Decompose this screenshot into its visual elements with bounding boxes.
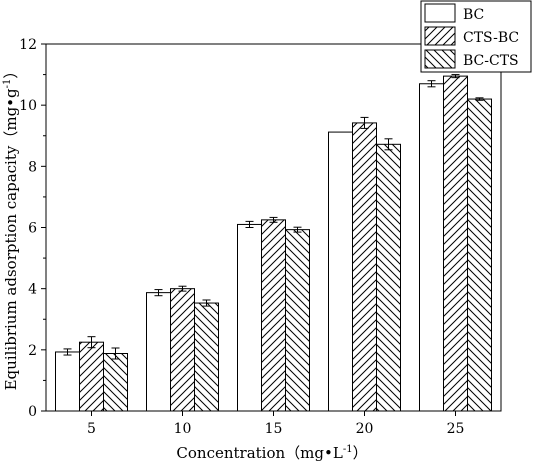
- bar-bc: [55, 351, 80, 412]
- x-axis-title: Concentration（mg•L-1）: [176, 444, 367, 462]
- plot-frame: [45, 43, 502, 412]
- y-axis-title: Equilibrium adsorption capacity（mg•g-1）: [2, 64, 20, 391]
- bar-bc: [328, 131, 353, 412]
- bar-cts-bc: [170, 288, 195, 412]
- y-tick-label: 8: [28, 159, 37, 175]
- y-tick-label: 10: [19, 98, 37, 114]
- bar-cts-bc: [352, 122, 377, 412]
- legend-swatch-bc: [424, 3, 456, 23]
- x-tick-label: 15: [265, 421, 283, 437]
- y-tick-label: 12: [19, 37, 37, 53]
- bar-bc-cts: [285, 229, 310, 412]
- legend-swatch-bc-cts: [424, 49, 456, 69]
- legend-label-bc: BC: [463, 7, 484, 23]
- legend-swatch-cts-bc: [424, 26, 456, 46]
- x-axis-title-close: ）: [353, 444, 368, 462]
- x-tick-label: 10: [174, 421, 192, 437]
- error-bars-layer: [63, 74, 484, 360]
- x-axis-title-superscript: -1: [343, 444, 353, 455]
- x-tick-label: 25: [447, 421, 465, 437]
- bar-bc-cts: [376, 143, 401, 412]
- legend-label-bc-cts: BC-CTS: [463, 53, 519, 69]
- bar-bc-cts: [467, 98, 492, 412]
- bar-bc-cts: [103, 353, 128, 412]
- bar-bc: [146, 292, 171, 412]
- y-axis-title-superscript: -1: [2, 79, 13, 89]
- bar-cts-bc: [261, 219, 286, 412]
- y-tick-label: 0: [28, 404, 37, 420]
- legend-label-cts-bc: CTS-BC: [463, 30, 519, 46]
- bar-bc-cts: [194, 302, 219, 412]
- bar-cts-bc: [443, 75, 468, 412]
- x-tick-label: 5: [87, 421, 96, 437]
- x-tick-label: 20: [356, 421, 374, 437]
- y-tick-label: 4: [28, 282, 37, 298]
- bars-layer: [55, 75, 492, 412]
- y-axis-ticks: 0 2 4 6 8 10 12: [19, 37, 46, 420]
- y-axis-title-main: Equilibrium adsorption capacity（mg•g: [2, 88, 20, 390]
- y-tick-label: 2: [28, 343, 37, 359]
- x-axis-ticks: 5 10 15 20 25: [87, 411, 464, 437]
- x-axis-title-main: Concentration（mg•L: [176, 444, 342, 462]
- y-tick-label: 6: [28, 221, 37, 237]
- bar-bc: [419, 83, 444, 412]
- legend: BC CTS-BC BC-CTS: [420, 0, 532, 73]
- bar-cts-bc: [79, 341, 104, 412]
- y-axis-title-close: ）: [2, 64, 20, 79]
- bar-bc: [237, 223, 262, 412]
